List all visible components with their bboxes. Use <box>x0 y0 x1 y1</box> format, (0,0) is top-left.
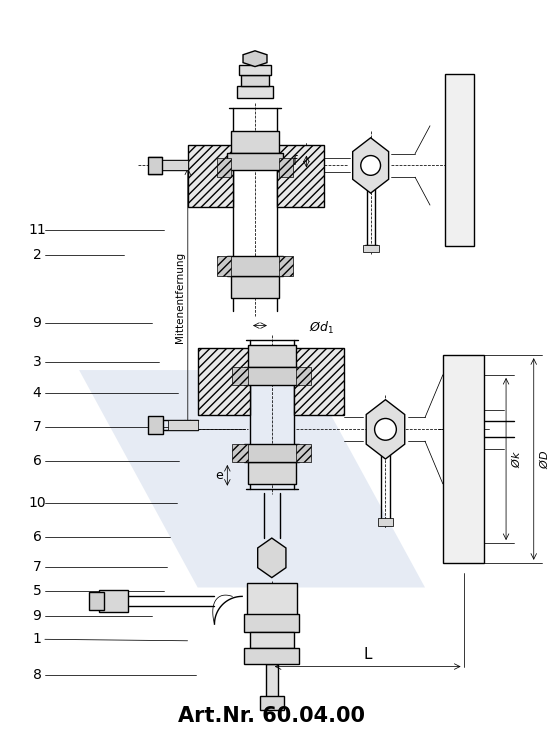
Bar <box>295 367 311 385</box>
Bar <box>244 367 300 385</box>
Bar <box>232 131 279 152</box>
Text: L: L <box>364 647 372 662</box>
Text: 3: 3 <box>32 355 41 369</box>
Bar <box>244 648 300 663</box>
Text: 6: 6 <box>32 530 41 545</box>
Polygon shape <box>366 400 405 459</box>
Bar <box>260 696 284 710</box>
Bar <box>232 276 279 298</box>
Text: 9: 9 <box>32 316 41 330</box>
Bar <box>158 161 188 170</box>
Circle shape <box>361 155 381 176</box>
Bar <box>248 462 295 484</box>
Text: f: f <box>292 155 297 168</box>
Text: 4: 4 <box>32 386 41 400</box>
Bar <box>250 632 294 648</box>
Bar <box>279 158 293 177</box>
Bar <box>239 65 271 75</box>
Bar <box>247 583 296 617</box>
Bar <box>294 348 344 415</box>
Bar <box>266 663 278 703</box>
Text: 7: 7 <box>32 420 41 434</box>
Text: 5: 5 <box>32 584 41 598</box>
Circle shape <box>375 418 397 440</box>
Bar <box>232 444 248 462</box>
Text: 6: 6 <box>32 453 41 468</box>
Bar <box>241 75 269 87</box>
Polygon shape <box>243 51 267 66</box>
Bar <box>244 444 300 462</box>
Text: e: e <box>216 469 223 482</box>
Bar <box>232 367 248 385</box>
Bar <box>227 256 283 276</box>
Bar <box>89 592 104 610</box>
Polygon shape <box>258 538 286 577</box>
Text: 1: 1 <box>32 632 41 646</box>
Bar <box>148 417 163 434</box>
Text: Art.Nr. 60.04.00: Art.Nr. 60.04.00 <box>178 706 365 726</box>
Bar <box>248 345 295 367</box>
Bar <box>168 421 197 430</box>
Bar <box>244 614 300 632</box>
Bar <box>188 145 233 207</box>
Bar <box>217 256 232 276</box>
Text: 11: 11 <box>28 223 46 237</box>
Bar <box>217 158 232 177</box>
Text: $Ød_1$: $Ød_1$ <box>309 320 334 335</box>
Bar <box>197 348 250 415</box>
Bar <box>363 244 378 252</box>
Bar <box>377 518 393 526</box>
Text: Mittenentfernung: Mittenentfernung <box>175 252 185 343</box>
Text: 7: 7 <box>32 560 41 574</box>
Bar <box>443 356 485 562</box>
Bar <box>99 590 129 613</box>
Bar <box>295 444 311 462</box>
Polygon shape <box>79 370 425 587</box>
Text: 2: 2 <box>32 248 41 262</box>
Bar <box>237 87 273 99</box>
Polygon shape <box>353 137 389 193</box>
Text: 9: 9 <box>32 609 41 623</box>
Text: $Øk$: $Øk$ <box>510 450 522 468</box>
Bar <box>445 73 475 247</box>
Bar <box>227 152 283 170</box>
Text: 8: 8 <box>32 668 41 682</box>
Bar <box>279 256 293 276</box>
Text: $ØD$: $ØD$ <box>538 450 550 468</box>
Bar <box>277 145 324 207</box>
Bar <box>148 157 162 174</box>
Text: 10: 10 <box>28 497 46 510</box>
